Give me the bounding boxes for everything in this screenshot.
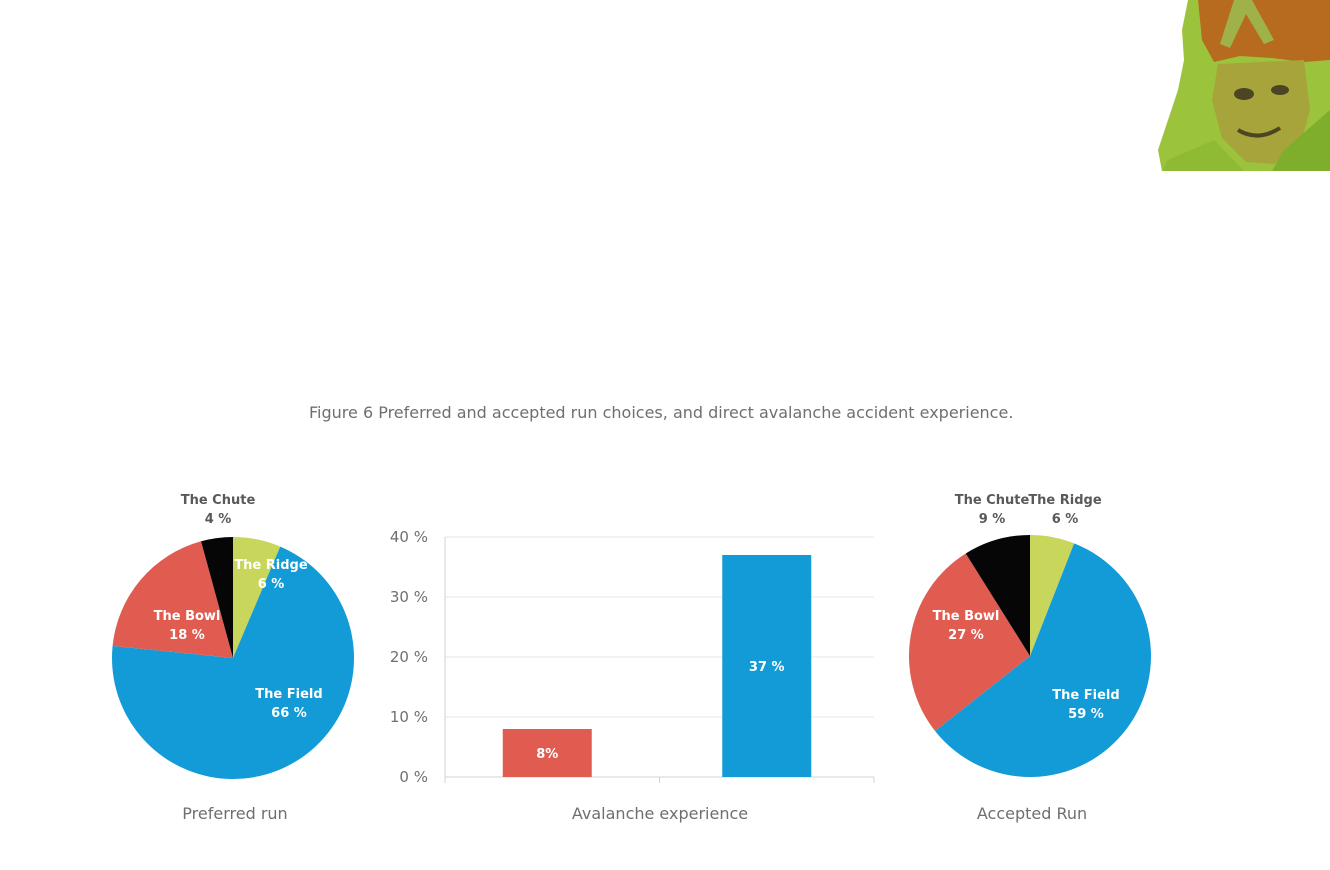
pie2-value-the-chute: 9 % — [979, 512, 1006, 527]
pie2-slice-the-bowl — [908, 553, 1030, 732]
pie2-value-the-field: 59 % — [1068, 707, 1104, 722]
avalanche-experience-label: Avalanche experience — [571, 804, 749, 823]
bar-y-tick-label: 10 % — [390, 708, 428, 726]
pie2-label-the-chute: The Chute — [955, 493, 1030, 508]
pie0-slice-the-bowl — [112, 541, 233, 658]
portrait-photo — [1158, 0, 1330, 171]
bar-1-value-label: 37 % — [749, 660, 785, 675]
pie2-label-the-field: The Field — [1052, 688, 1119, 703]
pie0-value-the-chute: 4 % — [205, 512, 232, 527]
pie0-value-the-field: 66 % — [271, 706, 307, 721]
pie0-label-the-field: The Field — [255, 687, 322, 702]
pie2-slice-the-ridge — [1030, 535, 1075, 656]
bar-0-value-label: 8% — [536, 747, 558, 762]
bar-y-tick-label: 0 % — [399, 768, 428, 786]
pie0-value-the-ridge: 6 % — [258, 577, 285, 592]
bar-1 — [722, 555, 812, 777]
pie2-label-the-bowl: The Bowl — [933, 609, 1000, 624]
pie0-label-the-bowl: The Bowl — [154, 609, 221, 624]
pie0-slice-the-ridge — [233, 537, 281, 658]
preferred-run-label: Preferred run — [182, 804, 288, 823]
pie2-label-the-ridge: The Ridge — [1028, 493, 1102, 508]
bar-y-tick-label: 20 % — [390, 648, 428, 666]
pie0-label-the-ridge: The Ridge — [234, 558, 308, 573]
figure-caption: Figure 6 Preferred and accepted run choi… — [309, 403, 1014, 422]
pie0-slice-the-chute — [201, 537, 233, 658]
pie2-value-the-bowl: 27 % — [948, 628, 984, 643]
bar-y-tick-label: 30 % — [390, 588, 428, 606]
pie2-value-the-ridge: 6 % — [1052, 512, 1079, 527]
pie0-value-the-bowl: 18 % — [169, 628, 205, 643]
accepted-run-label: Accepted Run — [976, 804, 1088, 823]
bar-y-tick-label: 40 % — [390, 528, 428, 546]
pie0-label-the-chute: The Chute — [181, 493, 256, 508]
pie0-slice-the-field — [112, 546, 355, 779]
pie2-slice-the-chute — [965, 535, 1030, 656]
pie2-slice-the-field — [935, 543, 1151, 777]
bar-0 — [502, 729, 592, 777]
